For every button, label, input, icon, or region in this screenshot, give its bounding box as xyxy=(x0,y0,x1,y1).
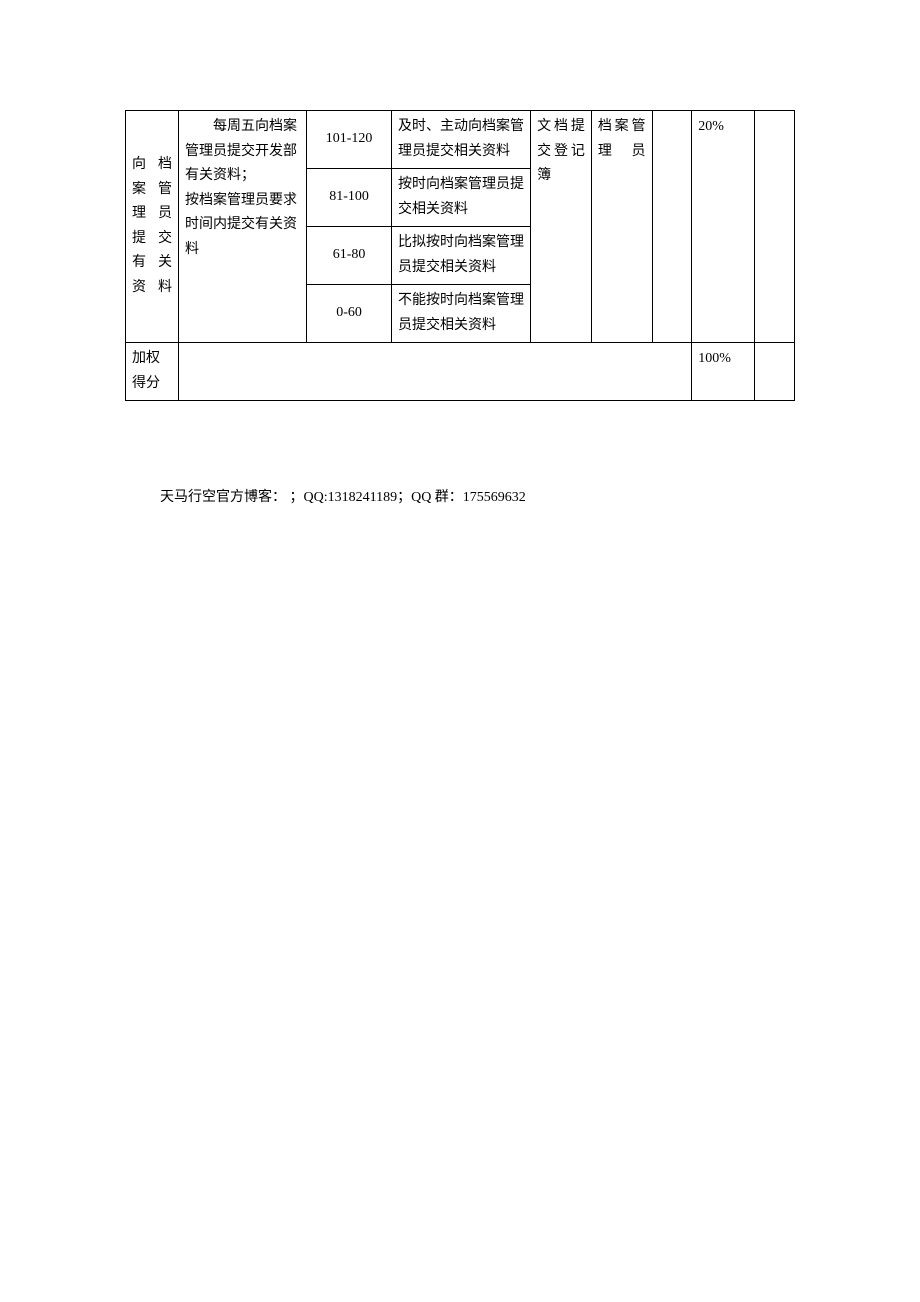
cell-score-range: 101-120 xyxy=(307,111,392,169)
cell-basis: 文档提交登记簿 xyxy=(531,111,592,343)
cell-total-weight: 100% xyxy=(692,343,755,401)
cell-standard: 及时、主动向档案管理员提交相关资料 xyxy=(392,111,531,169)
cell-blank xyxy=(755,111,795,343)
cell-standard: 不能按时向档案管理员提交相关资料 xyxy=(392,285,531,343)
cell-blank xyxy=(178,343,691,401)
evaluation-table: 向档案管理员提交有关资料 每周五向档案管理员提交开发部有关资料； 按档案管理员要… xyxy=(125,110,795,401)
table-row-total: 加权得分 100% xyxy=(126,343,795,401)
footer-contact-text: 天马行空官方博客： ；QQ:1318241189；QQ 群：175569632 xyxy=(160,486,795,506)
cell-score-range: 81-100 xyxy=(307,169,392,227)
table-row: 向档案管理员提交有关资料 每周五向档案管理员提交开发部有关资料； 按档案管理员要… xyxy=(126,111,795,169)
cell-metric-desc: 每周五向档案管理员提交开发部有关资料； 按档案管理员要求时间内提交有关资料 xyxy=(178,111,306,343)
cell-blank xyxy=(652,111,692,343)
cell-total-label: 加权得分 xyxy=(126,343,179,401)
cell-standard: 按时向档案管理员提交相关资料 xyxy=(392,169,531,227)
cell-score-range: 61-80 xyxy=(307,227,392,285)
cell-score-range: 0-60 xyxy=(307,285,392,343)
cell-evaluator: 档案管理员 xyxy=(591,111,652,343)
cell-weight: 20% xyxy=(692,111,755,343)
cell-blank xyxy=(755,343,795,401)
cell-metric-name: 向档案管理员提交有关资料 xyxy=(126,111,179,343)
cell-standard: 比拟按时向档案管理员提交相关资料 xyxy=(392,227,531,285)
